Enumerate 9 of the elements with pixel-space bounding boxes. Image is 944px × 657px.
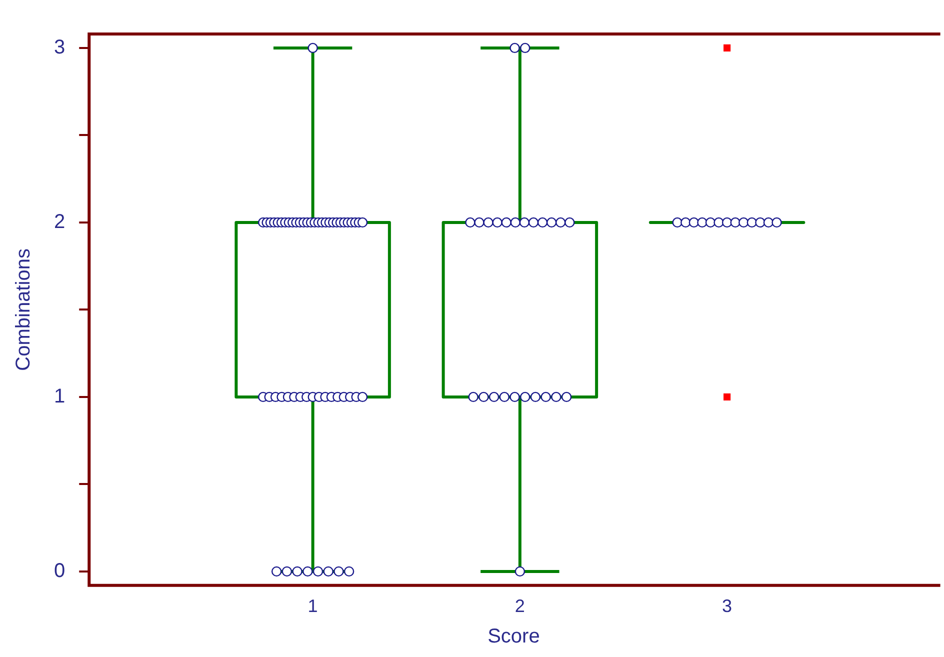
y-axis-title: Combinations xyxy=(12,248,35,371)
y-tick-label: 0 xyxy=(54,560,66,582)
x-tick-label: 3 xyxy=(722,596,732,616)
y-tick-label: 3 xyxy=(54,36,66,58)
y-tick-label: 1 xyxy=(54,385,66,408)
x-tick-label: 2 xyxy=(514,596,525,616)
x-axis-title: Score xyxy=(488,626,540,648)
y-tick-label: 2 xyxy=(54,210,66,233)
x-tick-label: 1 xyxy=(308,596,318,616)
